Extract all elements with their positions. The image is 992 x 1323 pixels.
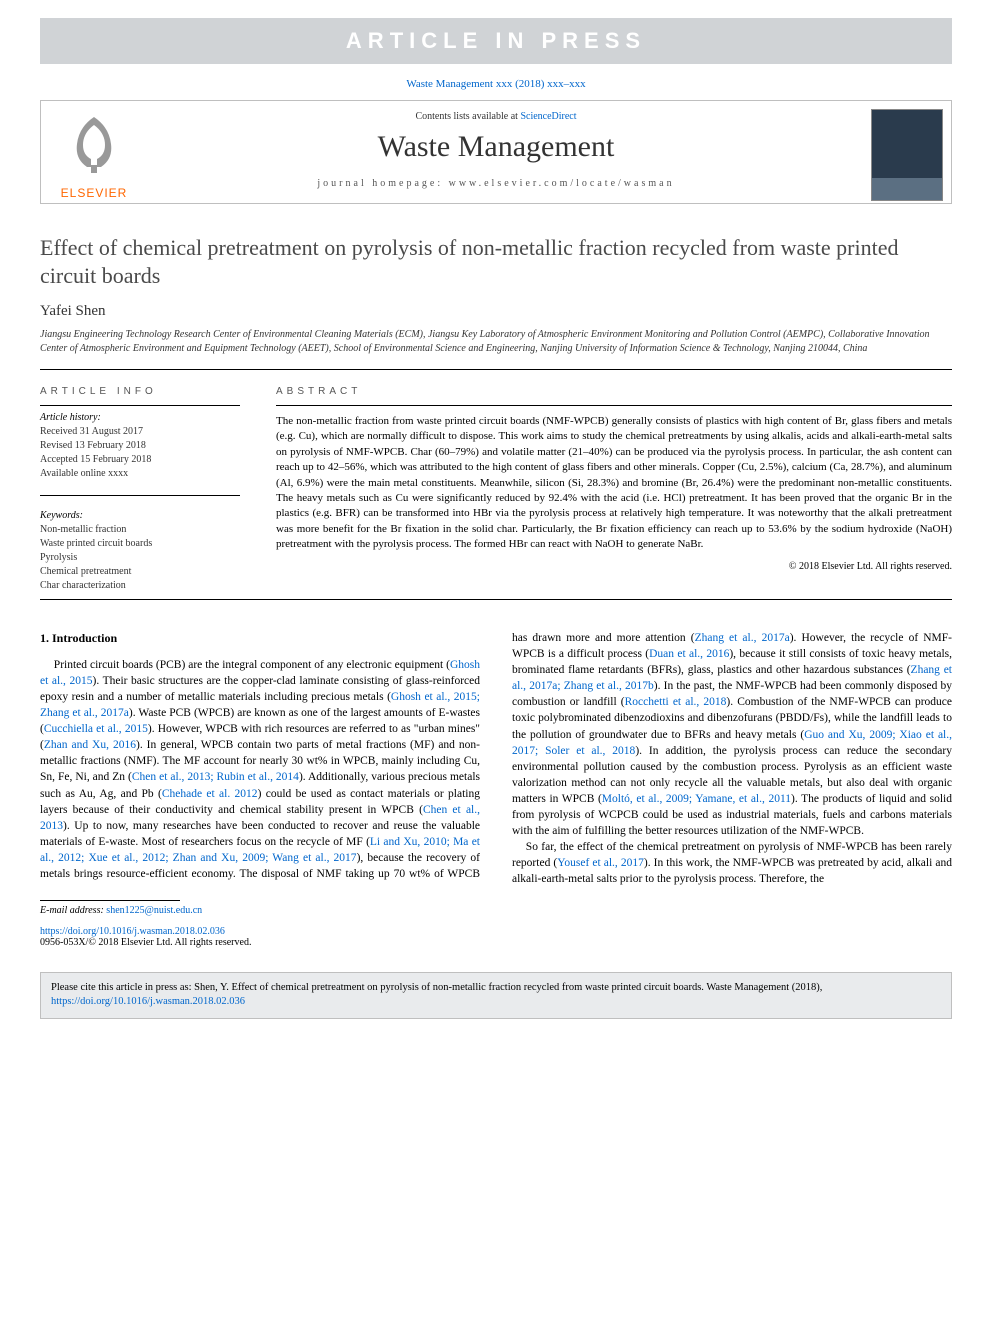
footnote-rule [40, 900, 180, 901]
citation-link[interactable]: Zhang et al., 2017a [695, 632, 790, 644]
keyword: Non-metallic fraction [40, 523, 240, 537]
abstract-copyright: © 2018 Elsevier Ltd. All rights reserved… [276, 561, 952, 572]
doi-link[interactable]: https://doi.org/10.1016/j.wasman.2018.02… [40, 926, 225, 937]
abstract-column: ABSTRACT The non-metallic fraction from … [276, 376, 952, 593]
citation-link[interactable]: Duan et al., 2016 [649, 648, 729, 660]
citation-link[interactable]: Chehade et al. 2012 [162, 788, 258, 800]
body-columns: 1. Introduction Printed circuit boards (… [40, 630, 952, 888]
author-name: Yafei Shen [40, 303, 952, 320]
article-in-press-banner: ARTICLE IN PRESS [40, 18, 952, 64]
citation-box: Please cite this article in press as: Sh… [40, 972, 952, 1019]
history-line: Accepted 15 February 2018 [40, 453, 240, 467]
author-affiliation: Jiangsu Engineering Technology Research … [40, 328, 952, 355]
issn-line: 0956-053X/© 2018 Elsevier Ltd. All right… [40, 937, 952, 948]
keyword: Char characterization [40, 579, 240, 593]
keyword: Waste printed circuit boards [40, 537, 240, 551]
divider [40, 495, 240, 496]
citation-text: Please cite this article in press as: Sh… [51, 982, 822, 993]
citation-link[interactable]: Rocchetti et al., 2018 [625, 696, 727, 708]
citation-link[interactable]: Yousef et al., 2017 [557, 857, 644, 869]
journal-cover-strip [872, 178, 942, 200]
article-info-head: ARTICLE INFO [40, 386, 240, 397]
journal-name: Waste Management [161, 130, 831, 164]
journal-ref-link[interactable]: Waste Management xxx (2018) xxx–xxx [406, 78, 585, 90]
elsevier-logo[interactable]: ELSEVIER [49, 109, 139, 200]
history-line: Received 31 August 2017 [40, 425, 240, 439]
elsevier-tree-icon [59, 109, 129, 179]
sciencedirect-link[interactable]: ScienceDirect [520, 111, 576, 122]
citation-link[interactable]: Zhan and Xu, 2016 [44, 739, 136, 751]
intro-paragraph: So far, the effect of the chemical pretr… [512, 839, 952, 887]
doi-line: https://doi.org/10.1016/j.wasman.2018.02… [40, 926, 952, 937]
keyword: Chemical pretreatment [40, 565, 240, 579]
email-label: E-mail address: [40, 905, 106, 916]
citation-doi-link[interactable]: https://doi.org/10.1016/j.wasman.2018.02… [51, 996, 245, 1007]
journal-homepage: journal homepage: www.elsevier.com/locat… [161, 178, 831, 189]
article-title: Effect of chemical pretreatment on pyrol… [40, 234, 952, 289]
elsevier-label: ELSEVIER [49, 186, 139, 200]
divider [276, 405, 952, 406]
divider [40, 369, 952, 370]
abstract-text: The non-metallic fraction from waste pri… [276, 414, 952, 553]
keyword: Pyrolysis [40, 551, 240, 565]
text-run: Printed circuit boards (PCB) are the int… [54, 659, 450, 671]
divider [40, 599, 952, 600]
info-abstract-row: ARTICLE INFO Article history: Received 3… [40, 376, 952, 593]
journal-header: ELSEVIER Contents lists available at Sci… [40, 100, 952, 204]
divider [40, 405, 240, 406]
contents-prefix: Contents lists available at [415, 111, 520, 122]
citation-link[interactable]: Cucchiella et al., 2015 [44, 723, 148, 735]
history-line: Revised 13 February 2018 [40, 439, 240, 453]
abstract-head: ABSTRACT [276, 386, 952, 397]
email-link[interactable]: shen1225@nuist.edu.cn [106, 905, 202, 916]
journal-cover-thumbnail[interactable] [871, 109, 943, 201]
history-line: Available online xxxx [40, 467, 240, 481]
keywords-label: Keywords: [40, 510, 240, 521]
contents-line: Contents lists available at ScienceDirec… [161, 111, 831, 122]
citation-link[interactable]: Moltó, et al., 2009; Yamane, et al., 201… [602, 793, 791, 805]
introduction-heading: 1. Introduction [40, 630, 480, 647]
email-line: E-mail address: shen1225@nuist.edu.cn [40, 905, 952, 916]
history-label: Article history: [40, 412, 240, 423]
journal-reference: Waste Management xxx (2018) xxx–xxx [40, 78, 952, 90]
citation-link[interactable]: Chen et al., 2013; Rubin et al., 2014 [132, 771, 299, 783]
article-info-column: ARTICLE INFO Article history: Received 3… [40, 376, 240, 593]
